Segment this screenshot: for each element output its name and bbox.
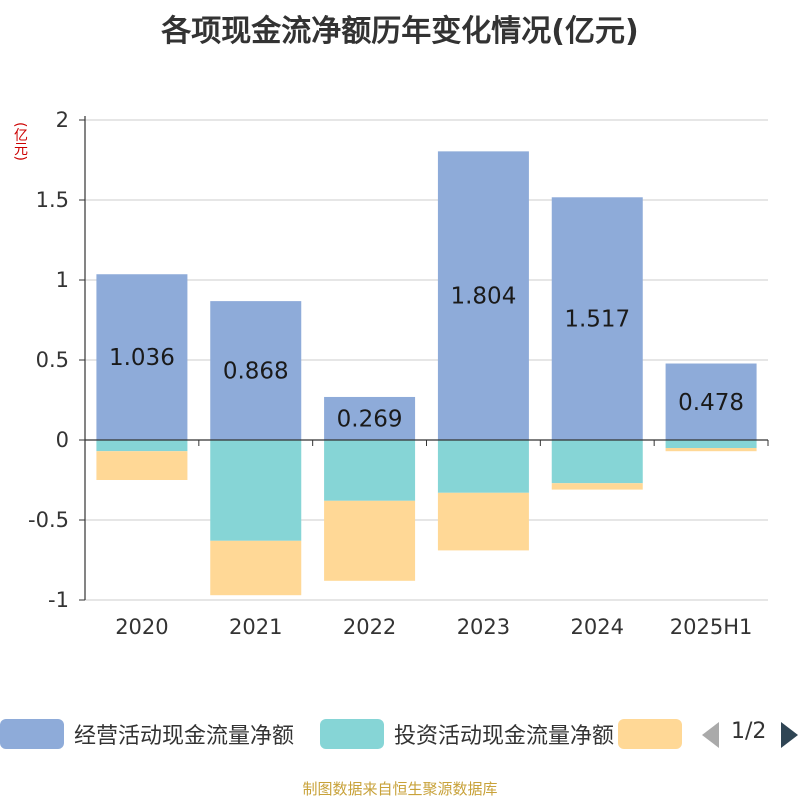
grid-lines [85,119,768,601]
y-axis-unit: (亿元) [12,122,28,161]
data-label-2022: 0.269 [337,406,403,432]
bar-series0-2024 [551,197,643,440]
data-label-2020: 1.036 [109,345,175,371]
chart-title: 各项现金流净额历年变化情况(亿元) [161,14,639,49]
y-tick-label: -1 [48,588,69,612]
pager-page-indicator: 1/2 [731,719,767,744]
y-tick-label: -0.5 [28,508,69,532]
bars [96,151,757,596]
x-tick-label: 2021 [229,615,282,639]
legend-pager: 1/2 [700,716,800,752]
y-tick-label: 1.5 [36,188,69,212]
bar-series2-2021 [210,540,302,596]
bar-series0-2021 [210,301,302,440]
bar-series1-2025H1 [665,440,757,448]
legend-swatch-investing [320,719,384,749]
source-note: 制图数据来自恒生聚源数据库 [302,780,498,798]
labels: 2 1.5 1 0.5 0 -0.5 -1 1.036 2020 0.868 2021 0.269 20… [28,108,752,639]
bar-series0-2023 [437,151,529,441]
pager-prev-icon[interactable] [702,722,719,748]
bar-series2-2023 [437,492,529,551]
bar-series2-2024 [551,483,643,490]
data-label-2024: 1.517 [564,307,630,333]
bar-series0-2022 [324,396,416,440]
bar-series2-2022 [324,500,416,581]
x-tick-label: 2023 [457,615,510,639]
legend: 经营活动现金流量净额 投资活动现金流量净额 1/2 [0,716,800,752]
bar-series1-2023 [437,440,529,493]
x-tick-label: 2022 [343,615,396,639]
legend-swatch-operating [0,719,64,749]
y-tick-label: 2 [56,108,69,132]
data-label-2023: 1.804 [450,284,516,310]
x-tick-label: 2024 [571,615,624,639]
data-label-2025H1: 0.478 [678,390,744,416]
bar-series2-2020 [96,451,188,480]
axes [79,116,769,601]
data-label-2021: 0.868 [223,359,289,385]
x-tick-label: 2025H1 [670,615,753,639]
bar-series1-2022 [324,440,416,501]
pager-next-icon[interactable] [781,722,798,748]
legend-label-operating: 经营活动现金流量净额 [74,724,295,749]
chart-plot: 2 1.5 1 0.5 0 -0.5 -1 1.036 2020 0.868 2021 0.269 20… [28,108,769,639]
legend-item-operating[interactable]: 经营活动现金流量净额 [0,716,294,752]
legend-item-investing[interactable]: 投资活动现金流量净额 [320,716,614,752]
legend-item-third[interactable] [618,716,692,752]
y-tick-label: 1 [56,268,69,292]
bar-series0-2025H1 [665,363,757,440]
bar-series1-2024 [551,440,643,484]
legend-swatch-third [618,719,682,749]
bar-series0-2020 [96,274,188,440]
bar-series1-2020 [96,440,188,452]
y-tick-label: 0.5 [36,348,69,372]
bar-series1-2021 [210,440,302,541]
y-tick-label: 0 [56,428,69,452]
x-tick-label: 2020 [115,615,168,639]
legend-label-investing: 投资活动现金流量净额 [394,724,615,749]
bar-series2-2025H1 [665,448,757,452]
